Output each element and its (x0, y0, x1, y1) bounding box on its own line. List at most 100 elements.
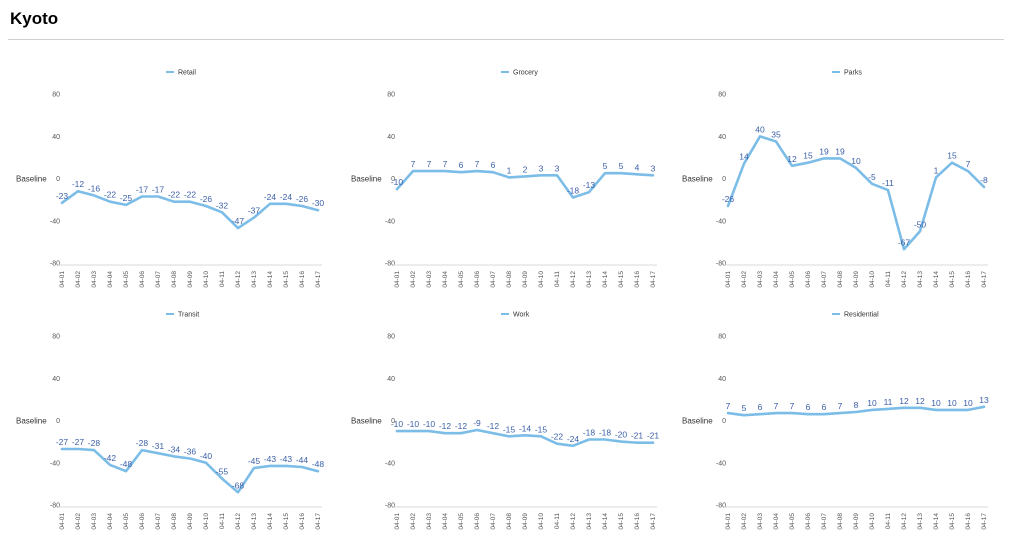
x-tick-label: 04-02 (741, 271, 748, 288)
data-label: -27 (72, 437, 85, 447)
x-tick-label: 04-06 (139, 513, 146, 530)
y-tick-label: 0 (391, 176, 395, 183)
data-label: 7 (411, 159, 416, 169)
data-label: 1 (934, 165, 939, 175)
data-label: -47 (232, 216, 245, 226)
x-tick-label: 04-05 (789, 271, 796, 288)
title-divider (8, 39, 1004, 40)
data-label: 6 (459, 160, 464, 170)
x-tick-label: 04-07 (155, 271, 162, 288)
data-label: 14 (739, 152, 749, 162)
y-tick-label: -80 (385, 503, 395, 510)
x-tick-label: 04-06 (474, 271, 481, 288)
y-axis-label: Baseline (682, 417, 713, 426)
data-label: -18 (567, 186, 580, 196)
x-tick-label: 04-08 (837, 513, 844, 530)
x-tick-label: 04-11 (219, 513, 226, 530)
data-label: 7 (726, 401, 731, 411)
y-axis-label: Baseline (351, 175, 382, 184)
data-label: -43 (280, 454, 293, 464)
data-label: -24 (567, 434, 580, 444)
legend-label: Grocery (513, 70, 538, 77)
x-tick-label: 04-10 (869, 271, 876, 288)
chart-parks: Parks 80 40 0 -40 -80 Baseline 04-01 04-02 04-03 0… (682, 70, 988, 288)
x-tick-label: 04-08 (506, 271, 513, 288)
x-tick-label: 04-07 (490, 513, 497, 530)
x-tick-label: 04-11 (554, 513, 561, 530)
data-label: -9 (473, 418, 481, 428)
data-label: 10 (947, 398, 957, 408)
x-tick-label: 04-10 (538, 513, 545, 530)
x-tick-label: 04-11 (554, 271, 561, 288)
x-tick-label: 04-02 (410, 271, 417, 288)
legend-label: Parks (844, 70, 862, 77)
x-tick-label: 04-07 (155, 513, 162, 530)
y-tick-label: 0 (722, 418, 726, 425)
data-label: -26 (722, 194, 735, 204)
y-tick-label: 40 (387, 134, 395, 141)
x-tick-label: 04-14 (933, 513, 940, 530)
y-axis-label: Baseline (16, 417, 47, 426)
x-tick-label: 04-02 (75, 271, 82, 288)
data-label: 5 (603, 161, 608, 171)
y-tick-label: -40 (385, 218, 395, 225)
data-label: -67 (898, 237, 911, 247)
data-label: -43 (264, 454, 277, 464)
data-label: 7 (443, 159, 448, 169)
data-label: -5 (868, 172, 876, 182)
series-line (726, 135, 986, 251)
chart-work: Work 80 40 0 -40 -80 Baseline 04-01 04-02 04-03 04… (351, 312, 659, 530)
data-label: -26 (296, 194, 309, 204)
x-tick-label: 04-02 (741, 513, 748, 530)
y-tick-label: 0 (56, 176, 60, 183)
data-label: -22 (184, 190, 197, 200)
data-label: 5 (742, 403, 747, 413)
data-label: 6 (822, 402, 827, 412)
x-tick-label: 04-06 (805, 271, 812, 288)
data-label: -55 (216, 467, 229, 477)
y-tick-label: 80 (718, 334, 726, 341)
data-label: 7 (475, 159, 480, 169)
x-tick-label: 04-10 (869, 513, 876, 530)
data-label: -15 (503, 424, 516, 434)
x-tick-label: 04-02 (75, 513, 82, 530)
x-tick-label: 04-04 (107, 271, 114, 288)
x-tick-label: 04-14 (602, 271, 609, 288)
data-label: -18 (583, 428, 596, 438)
x-tick-label: 04-03 (757, 513, 764, 530)
y-tick-label: -80 (50, 503, 60, 510)
data-label: -13 (583, 180, 596, 190)
data-label: -24 (280, 192, 293, 202)
data-label: 3 (539, 163, 544, 173)
x-tick-label: 04-11 (219, 271, 226, 288)
y-tick-label: -40 (716, 460, 726, 467)
y-tick-label: 80 (52, 92, 60, 99)
y-tick-label: -40 (385, 460, 395, 467)
y-axis-label: Baseline (16, 175, 47, 184)
series-line (60, 189, 320, 230)
data-label: 13 (979, 395, 989, 405)
x-tick-label: 04-14 (602, 513, 609, 530)
x-tick-label: 04-03 (757, 271, 764, 288)
x-tick-label: 04-12 (901, 271, 908, 288)
x-tick-label: 04-01 (59, 271, 66, 288)
y-tick-label: 40 (52, 376, 60, 383)
x-tick-label: 04-12 (235, 513, 242, 530)
chart-retail: Retail 80 40 0 -40 -80 Baseline 04-01 04-02 04-03… (16, 70, 324, 288)
data-label: 7 (427, 159, 432, 169)
x-tick-label: 04-17 (315, 271, 322, 288)
data-label: -27 (56, 437, 69, 447)
x-tick-label: 04-12 (570, 271, 577, 288)
y-tick-label: -40 (716, 218, 726, 225)
data-label: 19 (819, 146, 829, 156)
data-label: -15 (535, 424, 548, 434)
data-label: -18 (599, 428, 612, 438)
y-tick-label: 80 (52, 334, 60, 341)
data-label: 2 (523, 164, 528, 174)
data-label: -22 (104, 190, 117, 200)
data-label: -48 (120, 459, 133, 469)
x-tick-label: 04-03 (426, 513, 433, 530)
x-tick-label: 04-15 (283, 271, 290, 288)
data-label: 15 (803, 151, 813, 161)
x-tick-label: 04-13 (917, 271, 924, 288)
